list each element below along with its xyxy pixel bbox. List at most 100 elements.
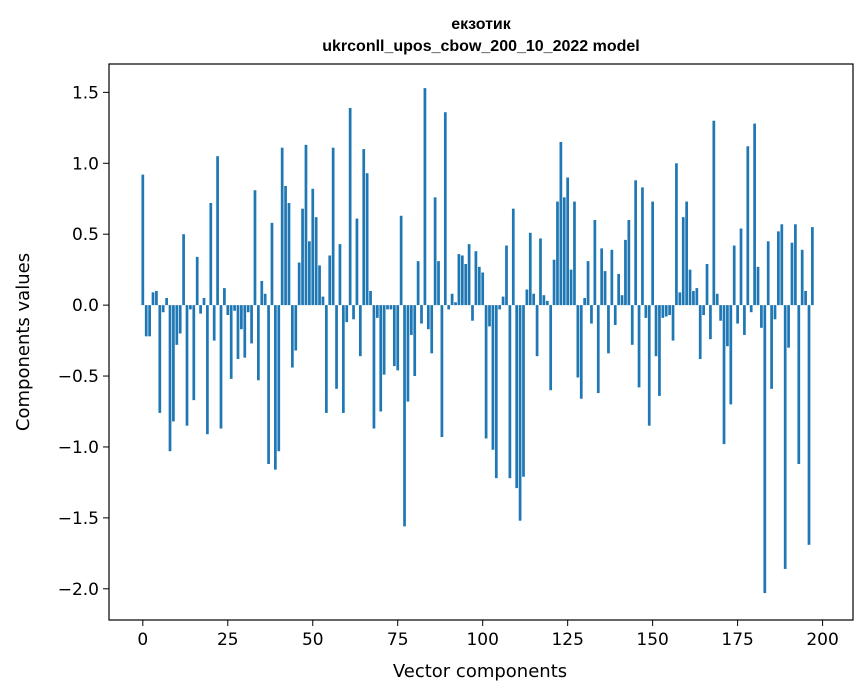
y-axis-label: Components values bbox=[13, 253, 34, 431]
bar-component-23 bbox=[219, 305, 223, 429]
bar-component-93 bbox=[457, 254, 461, 306]
bar-component-102 bbox=[488, 305, 491, 327]
bar-component-15 bbox=[192, 305, 196, 401]
x-tick-label: 200 bbox=[806, 630, 838, 650]
bar-component-187 bbox=[777, 231, 780, 306]
x-tick-label: 175 bbox=[721, 630, 753, 650]
bar-component-158 bbox=[678, 292, 682, 306]
bar-component-33 bbox=[253, 190, 257, 306]
bar-component-66 bbox=[365, 173, 369, 306]
bar-component-164 bbox=[698, 305, 702, 360]
bar-component-172 bbox=[726, 305, 729, 347]
bar-component-10 bbox=[175, 305, 179, 345]
bar-component-54 bbox=[324, 305, 328, 413]
bar-component-13 bbox=[185, 305, 189, 426]
bar-component-197 bbox=[811, 227, 814, 306]
bar-component-52 bbox=[318, 265, 321, 306]
bar-component-67 bbox=[369, 290, 372, 306]
x-tick-label: 75 bbox=[387, 630, 409, 650]
bar-component-38 bbox=[270, 222, 274, 306]
bar-component-179 bbox=[749, 305, 753, 313]
bar-component-116 bbox=[535, 305, 539, 357]
bar-component-40 bbox=[277, 305, 281, 452]
bar-component-3 bbox=[151, 292, 155, 306]
bar-component-140 bbox=[617, 273, 621, 306]
bar-component-0 bbox=[141, 174, 145, 306]
chart-title-line2: ukrconll_upos_cbow_200_10_2022 model bbox=[322, 38, 639, 55]
bar-component-57 bbox=[335, 305, 338, 389]
bar-component-150 bbox=[651, 201, 654, 306]
bar-component-186 bbox=[773, 305, 777, 320]
bar-component-78 bbox=[406, 305, 410, 402]
x-tick-label: 125 bbox=[551, 630, 583, 650]
bar-component-72 bbox=[386, 305, 389, 310]
bar-component-156 bbox=[671, 305, 675, 341]
bar-component-87 bbox=[437, 261, 440, 306]
bar-component-101 bbox=[484, 305, 488, 439]
bar-component-130 bbox=[583, 298, 587, 306]
bar-component-184 bbox=[766, 241, 770, 306]
bar-component-91 bbox=[450, 293, 454, 306]
bar-component-111 bbox=[518, 305, 522, 521]
bar-component-97 bbox=[471, 305, 474, 321]
bar-component-61 bbox=[348, 107, 352, 306]
bar-component-183 bbox=[763, 305, 767, 594]
bar-component-132 bbox=[590, 305, 593, 324]
plot-area-frame bbox=[108, 63, 854, 621]
bar-component-16 bbox=[195, 256, 199, 306]
y-tick-label: 0.5 bbox=[72, 225, 99, 245]
bar-component-84 bbox=[426, 305, 430, 330]
bar-component-174 bbox=[732, 245, 736, 306]
y-tick-label: −1.5 bbox=[58, 509, 99, 529]
bar-component-89 bbox=[443, 112, 447, 306]
bar-component-21 bbox=[212, 305, 216, 341]
bar-component-120 bbox=[549, 305, 553, 391]
bar-component-35 bbox=[260, 281, 264, 306]
bar-component-180 bbox=[753, 123, 756, 306]
bar-component-92 bbox=[454, 302, 457, 306]
bar-component-79 bbox=[409, 305, 413, 335]
bar-component-27 bbox=[233, 305, 236, 311]
bar-component-53 bbox=[321, 296, 325, 306]
bar-component-6 bbox=[161, 305, 165, 313]
bar-component-59 bbox=[341, 305, 345, 413]
bar-component-26 bbox=[229, 305, 233, 379]
bar-component-64 bbox=[358, 305, 362, 357]
bar-component-142 bbox=[624, 239, 627, 306]
bar-component-46 bbox=[297, 262, 301, 306]
x-tick-label: 0 bbox=[137, 630, 148, 650]
y-tick-label: 1.5 bbox=[72, 83, 99, 103]
bar-series bbox=[141, 88, 814, 594]
bar-component-110 bbox=[515, 305, 519, 489]
bar-component-146 bbox=[637, 305, 641, 388]
bar-component-4 bbox=[155, 290, 158, 306]
bar-component-20 bbox=[209, 203, 213, 306]
bar-component-74 bbox=[392, 305, 396, 367]
bar-component-143 bbox=[627, 220, 631, 306]
bar-component-127 bbox=[573, 201, 576, 306]
bar-component-153 bbox=[661, 305, 665, 318]
bar-component-65 bbox=[362, 149, 366, 306]
bar-component-137 bbox=[607, 305, 610, 354]
bar-component-195 bbox=[804, 290, 807, 306]
bar-component-147 bbox=[641, 187, 644, 306]
bar-component-136 bbox=[603, 271, 607, 306]
bar-component-45 bbox=[294, 305, 298, 351]
x-axis-label: Vector components bbox=[393, 661, 567, 682]
bar-component-36 bbox=[263, 293, 267, 306]
bar-component-122 bbox=[556, 201, 559, 306]
bar-component-85 bbox=[430, 305, 434, 354]
bar-component-126 bbox=[569, 269, 573, 306]
bar-component-107 bbox=[505, 245, 508, 306]
bar-component-194 bbox=[800, 249, 804, 306]
bar-component-109 bbox=[511, 208, 515, 306]
bar-component-76 bbox=[399, 215, 403, 306]
bar-component-193 bbox=[797, 305, 801, 464]
bar-component-191 bbox=[790, 242, 794, 306]
bar-component-159 bbox=[681, 217, 685, 306]
bar-component-115 bbox=[532, 293, 536, 306]
bar-component-88 bbox=[440, 305, 444, 438]
bar-component-144 bbox=[630, 305, 634, 345]
